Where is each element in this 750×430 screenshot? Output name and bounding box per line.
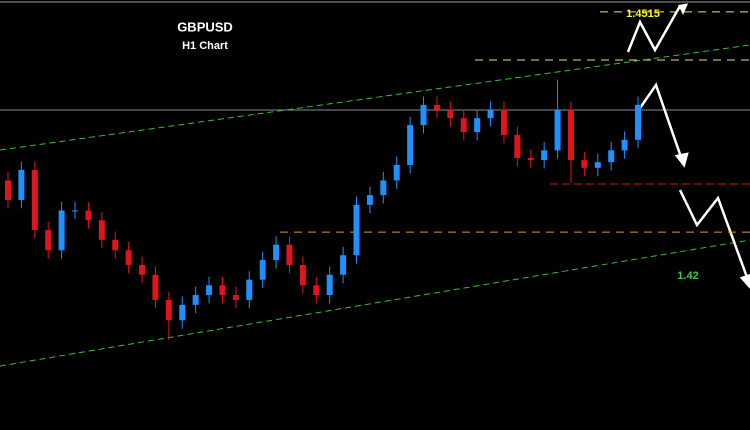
candle-body [353, 204, 360, 256]
candle-body [125, 250, 132, 265]
candle-body [447, 109, 454, 119]
arrow-head [674, 152, 689, 168]
candle-body [581, 160, 588, 168]
candle-body [635, 104, 641, 140]
candle-body [98, 220, 105, 240]
candle-body [286, 244, 293, 265]
channel-upper [0, 44, 750, 151]
candle-body [31, 169, 38, 231]
candle-body [487, 109, 494, 119]
channel-lower [0, 239, 750, 367]
candle-body [380, 180, 387, 196]
candle-body [514, 134, 521, 159]
arrow-down-path [638, 82, 684, 161]
candle-body [112, 239, 119, 251]
candle-body [541, 150, 548, 161]
arrow-head [739, 274, 750, 289]
candle-body [85, 210, 92, 221]
candle-body [594, 162, 601, 168]
candle-body [5, 180, 11, 200]
candle-body [420, 104, 427, 126]
candle-body [72, 210, 79, 212]
candle-body [433, 104, 440, 110]
candle-body [621, 139, 628, 151]
candle-body [366, 195, 373, 205]
candle-body [313, 285, 320, 296]
candle-body [554, 109, 561, 151]
candle-body [567, 109, 574, 161]
candle-body [608, 150, 615, 163]
candle-body [206, 285, 213, 296]
candle-body [192, 295, 199, 305]
candle-body [407, 125, 414, 166]
candle-body [58, 210, 65, 251]
chart-title: GBPUSD [177, 19, 233, 34]
candle-body [259, 260, 266, 280]
candle-body [152, 274, 159, 300]
arrow-up-path [626, 5, 682, 53]
forecast-arrows [626, 3, 750, 289]
candle-body [18, 169, 25, 200]
candle-body [139, 264, 146, 275]
arrow-down-path [678, 189, 750, 281]
candle-body [460, 118, 467, 133]
level-label: 1.4515 [626, 8, 660, 20]
candle-body [219, 285, 226, 296]
candle-body [273, 244, 280, 261]
candle-body [232, 295, 239, 300]
arrow-head [678, 3, 689, 15]
chart-subtitle: H1 Chart [182, 40, 228, 52]
candle-body [45, 230, 52, 251]
candle-body [340, 255, 347, 275]
candle-body [179, 304, 186, 321]
candle-body [500, 109, 507, 135]
candle-body [474, 118, 481, 133]
candle-body [326, 274, 333, 296]
candle-body [246, 279, 253, 300]
candle-body [165, 299, 172, 321]
level-label: 1.42 [677, 270, 698, 282]
candle-body [393, 165, 400, 181]
candle-body [299, 264, 306, 286]
candle-body [527, 158, 534, 161]
